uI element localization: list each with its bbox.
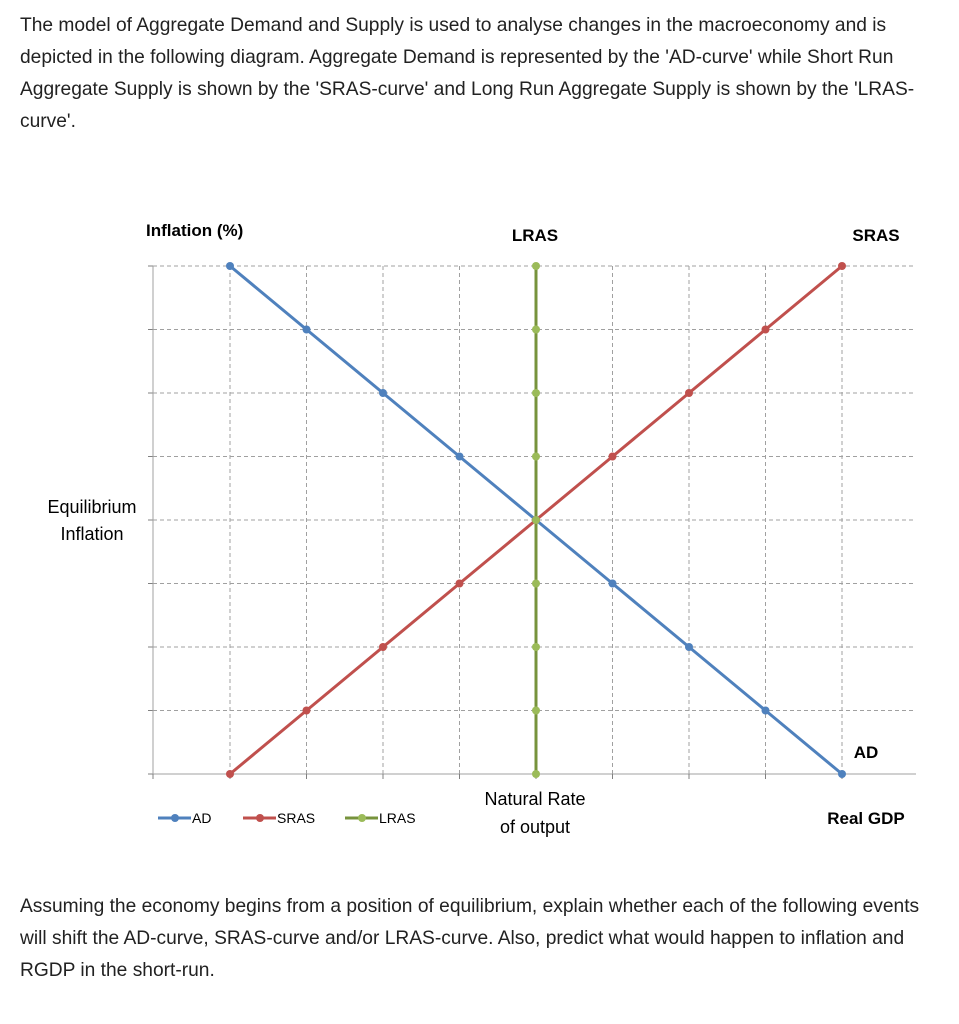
point-lras: [532, 325, 540, 334]
point-ad: [761, 706, 770, 715]
question-paragraph: Assuming the economy begins from a posit…: [20, 896, 920, 981]
point-ad: [608, 579, 617, 588]
point-sras: [302, 706, 311, 715]
sras-curve-label: SRAS: [852, 226, 899, 245]
point-sras: [761, 325, 770, 334]
point-lras: [532, 389, 540, 397]
equilibrium-label-line2: Inflation: [60, 524, 123, 544]
legend-label-ad: AD: [192, 810, 211, 826]
point-sras: [226, 770, 234, 778]
legend-label-lras: LRAS: [379, 810, 416, 826]
x-axis-label: Real GDP: [827, 809, 904, 828]
ad-as-chart: Inflation (%) LRAS SRAS AD Equilibrium I…: [47, 221, 916, 837]
point-ad: [379, 389, 387, 397]
natural-rate-label-line2: of output: [500, 817, 570, 837]
legend-marker-sras: [256, 814, 264, 822]
point-sras: [455, 579, 464, 588]
point-ad: [838, 770, 846, 778]
legend-marker-lras: [358, 814, 366, 822]
point-ad: [302, 325, 311, 334]
point-sras: [838, 262, 846, 270]
point-sras: [379, 643, 387, 651]
y-axis-label: Inflation (%): [146, 221, 243, 240]
point-sras: [685, 389, 693, 397]
point-lras: [532, 262, 540, 270]
point-lras: [532, 643, 540, 651]
point-lras: [532, 579, 540, 588]
point-lras: [532, 770, 540, 778]
chart-legend: AD SRAS LRAS: [158, 810, 416, 826]
point-lras: [532, 452, 540, 461]
ad-curve-label: AD: [854, 743, 879, 762]
natural-rate-label-line1: Natural Rate: [484, 789, 585, 809]
lras-curve-label: LRAS: [512, 226, 558, 245]
point-ad: [226, 262, 234, 270]
legend-label-sras: SRAS: [277, 810, 315, 826]
point-lras: [532, 516, 540, 524]
chart-series-markers: [226, 262, 846, 778]
point-lras: [532, 706, 540, 715]
legend-marker-ad: [171, 814, 179, 822]
point-ad: [685, 643, 693, 651]
intro-paragraph: The model of Aggregate Demand and Supply…: [20, 15, 915, 132]
point-ad: [455, 452, 464, 461]
equilibrium-label-line1: Equilibrium: [47, 497, 136, 517]
point-sras: [608, 452, 617, 461]
